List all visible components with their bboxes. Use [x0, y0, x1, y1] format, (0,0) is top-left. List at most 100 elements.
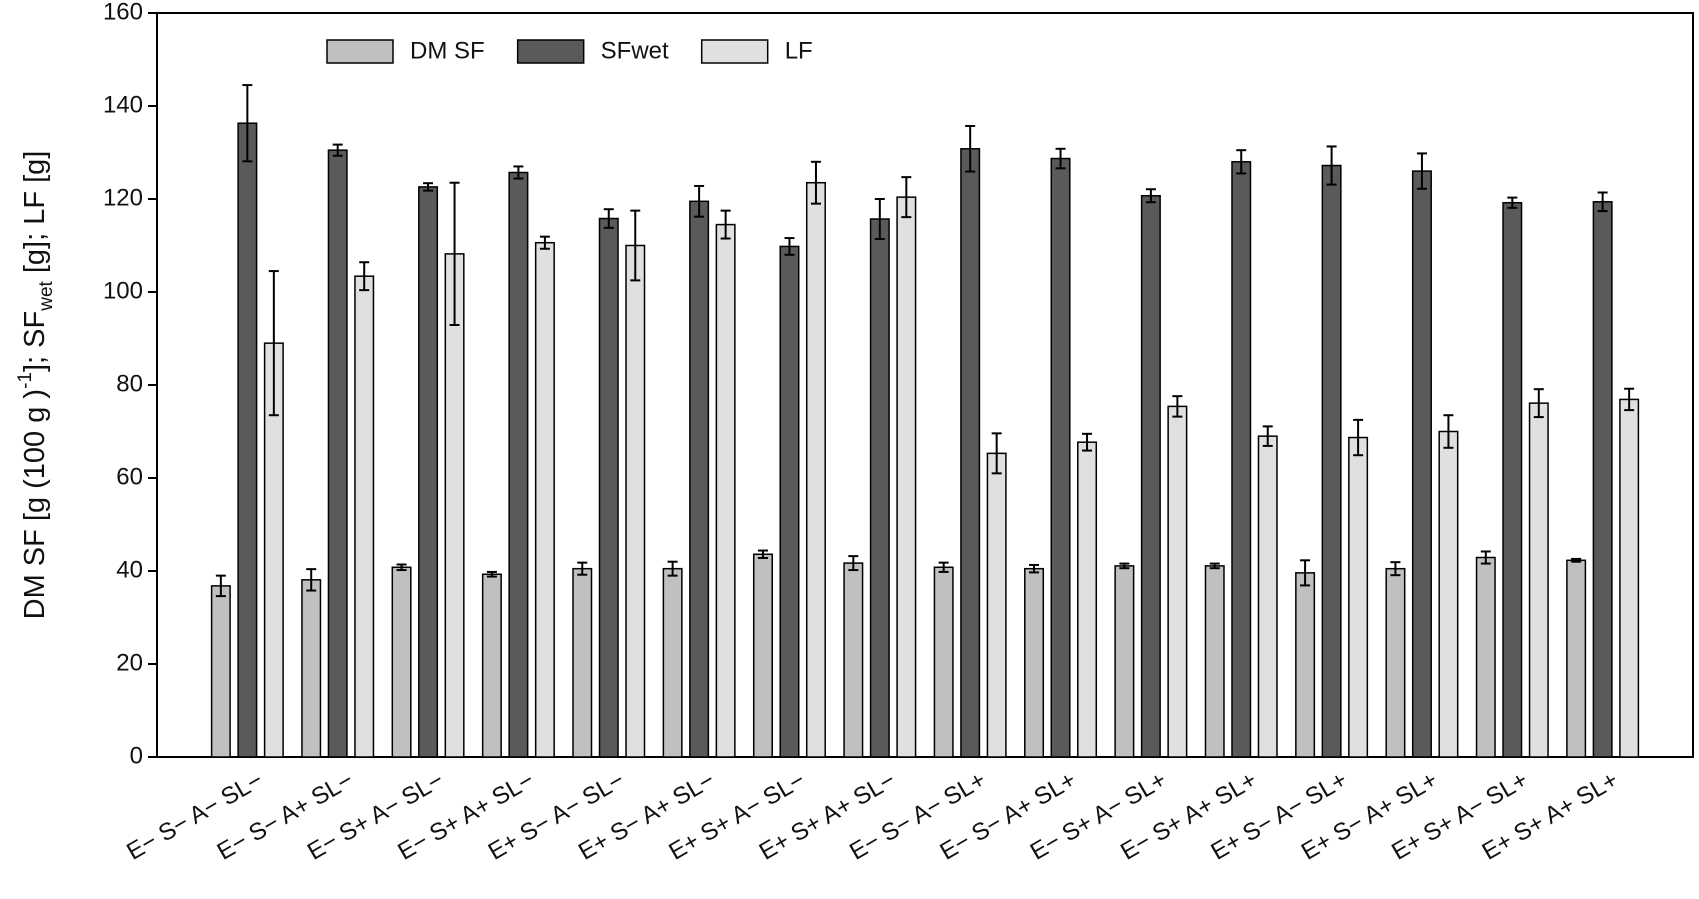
error-bar [1145, 188, 1156, 204]
bar [1050, 157, 1071, 758]
error-bar [694, 184, 705, 218]
bar [1411, 170, 1432, 758]
error-bar [1597, 191, 1608, 213]
error-bar [1119, 562, 1130, 570]
y-tick-label: 160 [103, 0, 143, 25]
bar [1257, 435, 1278, 758]
bar [327, 149, 348, 758]
error-bar [1443, 414, 1454, 449]
error-bar [306, 568, 317, 592]
error-bar [1390, 561, 1401, 577]
bar [508, 171, 529, 758]
bar [210, 585, 231, 758]
bar [1295, 572, 1316, 758]
legend-label: LF [785, 37, 813, 64]
y-axis-title-part: -1 [15, 372, 36, 389]
error-bar [757, 549, 768, 559]
bar [354, 275, 375, 758]
bar [1619, 398, 1640, 758]
bar [1348, 436, 1369, 758]
bar [1077, 441, 1098, 758]
error-bar [784, 237, 795, 256]
error-bar [1480, 550, 1491, 565]
bar [1140, 194, 1161, 758]
bar [301, 579, 322, 758]
bar [986, 452, 1007, 758]
error-bar [449, 181, 460, 327]
error-bar [1624, 387, 1635, 412]
bar [1321, 164, 1342, 758]
error-bar [1416, 152, 1427, 190]
bar [752, 553, 773, 758]
bar [598, 217, 619, 758]
error-bar [848, 555, 859, 572]
error-bar [1300, 559, 1311, 587]
bar [896, 196, 917, 758]
y-axis-title-part: [g]; LF [g] [19, 151, 51, 282]
bar [1566, 559, 1587, 758]
error-bar [1082, 432, 1093, 452]
bar [418, 186, 439, 758]
error-bar [1353, 418, 1364, 457]
error-bar [513, 165, 524, 180]
bar [805, 181, 826, 758]
bar [1438, 430, 1459, 758]
bar [572, 567, 593, 758]
error-bar [396, 563, 407, 572]
bar [1024, 567, 1045, 758]
error-bar [1571, 557, 1582, 563]
bar [1502, 201, 1523, 758]
bar [1475, 556, 1496, 758]
plot-frame [156, 12, 1694, 758]
bar [662, 567, 683, 758]
bar [1528, 402, 1549, 758]
bar [237, 122, 258, 758]
y-tick-label: 80 [116, 370, 143, 397]
bar [779, 245, 800, 758]
error-bar [423, 182, 434, 192]
error-bar [991, 432, 1002, 475]
error-bar [901, 176, 912, 219]
bar [1385, 567, 1406, 758]
error-bar [486, 570, 497, 578]
y-tick-label: 60 [116, 463, 143, 490]
error-bar [1533, 388, 1544, 419]
bar [1204, 565, 1225, 758]
error-bar [874, 198, 885, 240]
error-bar [810, 160, 821, 205]
bar [1114, 565, 1135, 758]
bar [869, 218, 890, 758]
error-bar [332, 143, 343, 157]
bar [689, 200, 710, 758]
error-bar [1172, 395, 1183, 418]
bar [1167, 405, 1188, 758]
legend-swatch [326, 39, 394, 64]
error-bar [1055, 147, 1066, 170]
legend-label: SFwet [601, 37, 669, 64]
error-bar [667, 560, 678, 577]
y-tick-label: 0 [130, 742, 143, 769]
error-bar [1262, 425, 1273, 447]
error-bar [1209, 562, 1220, 570]
y-tick-label: 20 [116, 649, 143, 676]
error-bar [1236, 149, 1247, 175]
bar [534, 241, 555, 758]
bar [391, 566, 412, 758]
bar [960, 148, 981, 758]
error-bar [630, 209, 641, 282]
y-axis-title: DM SF [g (100 g )-1]; SFwet [g]; LF [g] [15, 151, 57, 620]
error-bar [268, 270, 279, 417]
y-tick-label: 140 [103, 91, 143, 118]
error-bar [359, 261, 370, 292]
y-tick-label: 120 [103, 184, 143, 211]
bar [625, 244, 646, 758]
bar [444, 253, 465, 758]
legend-label: DM SF [410, 37, 485, 64]
error-bar [215, 574, 226, 598]
error-bar [603, 208, 614, 229]
error-bar [965, 124, 976, 173]
y-axis-title-part: wet [36, 280, 57, 311]
y-tick-label: 40 [116, 556, 143, 583]
bar [843, 562, 864, 758]
